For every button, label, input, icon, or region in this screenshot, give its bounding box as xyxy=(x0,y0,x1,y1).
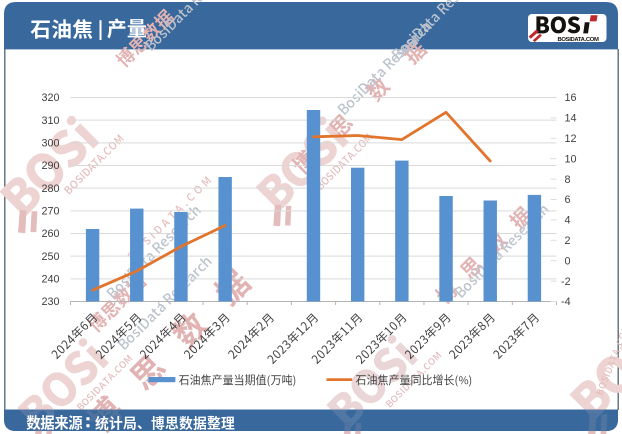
svg-text:290: 290 xyxy=(41,160,59,172)
svg-text:240: 240 xyxy=(41,274,59,286)
svg-text:270: 270 xyxy=(41,206,59,218)
svg-text:280: 280 xyxy=(41,183,59,195)
svg-text:-4: -4 xyxy=(561,296,571,308)
svg-text:260: 260 xyxy=(41,228,59,240)
svg-text:230: 230 xyxy=(41,296,59,308)
svg-text:0: 0 xyxy=(565,255,571,267)
svg-text:300: 300 xyxy=(41,138,59,150)
svg-text:-2: -2 xyxy=(561,276,571,288)
svg-text:250: 250 xyxy=(41,251,59,263)
svg-text:BOSIDATA.COM: BOSIDATA.COM xyxy=(558,37,600,43)
svg-text:16: 16 xyxy=(565,92,577,104)
svg-text:8: 8 xyxy=(565,174,571,186)
svg-text:6: 6 xyxy=(565,194,571,206)
svg-text:4: 4 xyxy=(565,215,571,227)
svg-text:12: 12 xyxy=(565,133,577,145)
svg-text:10: 10 xyxy=(565,153,577,165)
svg-text:14: 14 xyxy=(565,113,577,125)
svg-text:320: 320 xyxy=(41,92,59,104)
svg-text:310: 310 xyxy=(41,115,59,127)
svg-text:2: 2 xyxy=(565,235,571,247)
